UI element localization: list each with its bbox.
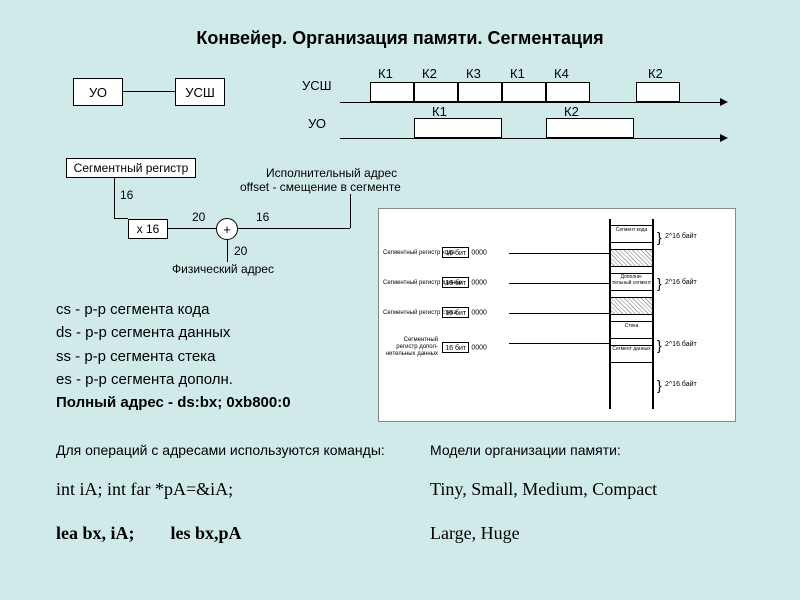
seg-line-h1 (114, 218, 128, 219)
mem-size-2: 2^16 байт (665, 341, 697, 348)
sd-conn-0 (509, 253, 609, 254)
seg-label-20-2: 20 (234, 244, 247, 258)
ops-code-2a: lea bx, iA; (56, 523, 135, 543)
ops-code-2: lea bx, iA; les bx,pA (56, 520, 416, 548)
ops-code-2b: les bx,pA (171, 523, 242, 543)
bracket-icon-3: } (657, 377, 662, 393)
sd-conn-2 (509, 313, 609, 314)
pipeline-row2-label: УО (308, 116, 326, 131)
reg-full-address: Полный адрес - ds:bx; 0xb800:0 (56, 391, 291, 414)
bottom-left-column: Для операций с адресами используются ком… (56, 440, 416, 547)
pipeline-box-bottom-2 (546, 118, 634, 138)
seg-label-20-1: 20 (192, 210, 205, 224)
mem-seg-1: Дополни- тельный сегмент (611, 273, 652, 291)
pipeline-axis-top (340, 102, 722, 103)
memory-column: Сегмент кода Дополни- тельный сегмент Ст… (609, 219, 654, 409)
pipeline-k1-label-2: К1 (510, 66, 525, 81)
sd-conn-3 (509, 343, 609, 344)
connector-uo-ush (123, 91, 175, 92)
sd-label-3: Сегментный регистр допол- нительных данн… (383, 337, 438, 358)
pipeline-k4-label: К4 (554, 66, 569, 81)
seg-plus-circle: + (216, 218, 238, 240)
models-heading: Модели организации памяти: (430, 440, 760, 462)
ops-heading: Для операций с адресами используются ком… (56, 440, 416, 462)
seg-line-h2 (168, 228, 216, 229)
sd-label-2: Сегментный регистр стека (383, 310, 438, 316)
reg-es: es - р-р сегмента дополн. (56, 368, 291, 391)
pipeline-k2-label-2: К2 (648, 66, 663, 81)
ops-code-1: int iA; int far *pA=&iA; (56, 476, 416, 504)
sd-label-0: Сегментный регистр кода (383, 250, 438, 256)
seg-x16-box: x 16 (128, 219, 168, 239)
pipeline-box-top-1 (370, 82, 414, 102)
bracket-icon-0: } (657, 229, 662, 245)
mem-size-3: 2^16 байт (665, 381, 697, 388)
box-ush: УСШ (175, 78, 225, 106)
bracket-icon-2: } (657, 337, 662, 353)
bottom-right-column: Модели организации памяти: Tiny, Small, … (430, 440, 760, 547)
seg-line-v1 (114, 178, 115, 218)
pipeline-box-bottom-1 (414, 118, 502, 138)
reg-ds: ds - р-р сегмента данных (56, 321, 291, 344)
sd-suffix-2: 0000 (471, 310, 487, 317)
seg-exec-addr-1: Исполнительный адрес (266, 166, 397, 180)
pipeline-box-top-3 (458, 82, 502, 102)
page-title: Конвейер. Организация памяти. Сегментаци… (0, 0, 800, 49)
seg-line-v2 (350, 194, 351, 228)
pipeline-k1-bottom-label: К1 (432, 104, 447, 119)
pipeline-row1-label: УСШ (302, 78, 332, 93)
models-line-1: Tiny, Small, Medium, Compact (430, 476, 760, 504)
memory-map-diagram: Сегментный регистр кода 16 бит 0000 Сегм… (378, 208, 736, 422)
bracket-icon-1: } (657, 275, 662, 291)
pipeline-box-top-4 (502, 82, 546, 102)
seg-line-v3 (227, 240, 228, 262)
pipeline-k1-label-1: К1 (378, 66, 393, 81)
seg-exec-addr-2: offset - смещение в сегменте (240, 180, 401, 194)
pipeline-box-top-6 (636, 82, 680, 102)
pipeline-box-top-5 (546, 82, 590, 102)
registers-list: cs - р-р сегмента кода ds - р-р сегмента… (56, 298, 291, 414)
sd-suffix-0: 0000 (471, 250, 487, 257)
reg-cs: cs - р-р сегмента кода (56, 298, 291, 321)
mem-size-1: 2^16 байт (665, 279, 697, 286)
box-uo: УО (73, 78, 123, 106)
mem-seg-0: Сегмент кода (611, 225, 652, 243)
seg-phys-label: Физический адрес (172, 262, 274, 276)
sd-suffix-1: 0000 (471, 280, 487, 287)
segment-register-box: Сегментный регистр (66, 158, 196, 178)
mem-seg-2: Стека (611, 321, 652, 339)
sd-bits-2: 16 бит (442, 307, 469, 318)
sd-bits-3: 16 бит (442, 342, 469, 353)
models-line-2: Large, Huge (430, 520, 760, 548)
sd-bits-0: 16 бит (442, 247, 469, 258)
mem-seg-3: Сегмент данных (611, 345, 652, 363)
mem-seg-0b (611, 249, 652, 267)
seg-line-h3 (238, 228, 350, 229)
pipeline-k2-bottom-label: К2 (564, 104, 579, 119)
sd-label-1: Сегментный регистр данных (383, 280, 438, 286)
sd-conn-1 (509, 283, 609, 284)
mem-size-0: 2^16 байт (665, 233, 697, 240)
seg-label-16-2: 16 (256, 210, 269, 224)
pipeline-axis-bottom (340, 138, 722, 139)
mem-seg-1b (611, 297, 652, 315)
pipeline-box-top-2 (414, 82, 458, 102)
seg-label-16-1: 16 (120, 188, 133, 202)
sd-bits-1: 16 бит (442, 277, 469, 288)
sd-suffix-3: 0000 (471, 345, 487, 352)
reg-ss: ss - р-р сегмента стека (56, 345, 291, 368)
pipeline-k2-label-1: К2 (422, 66, 437, 81)
pipeline-k3-label: К3 (466, 66, 481, 81)
